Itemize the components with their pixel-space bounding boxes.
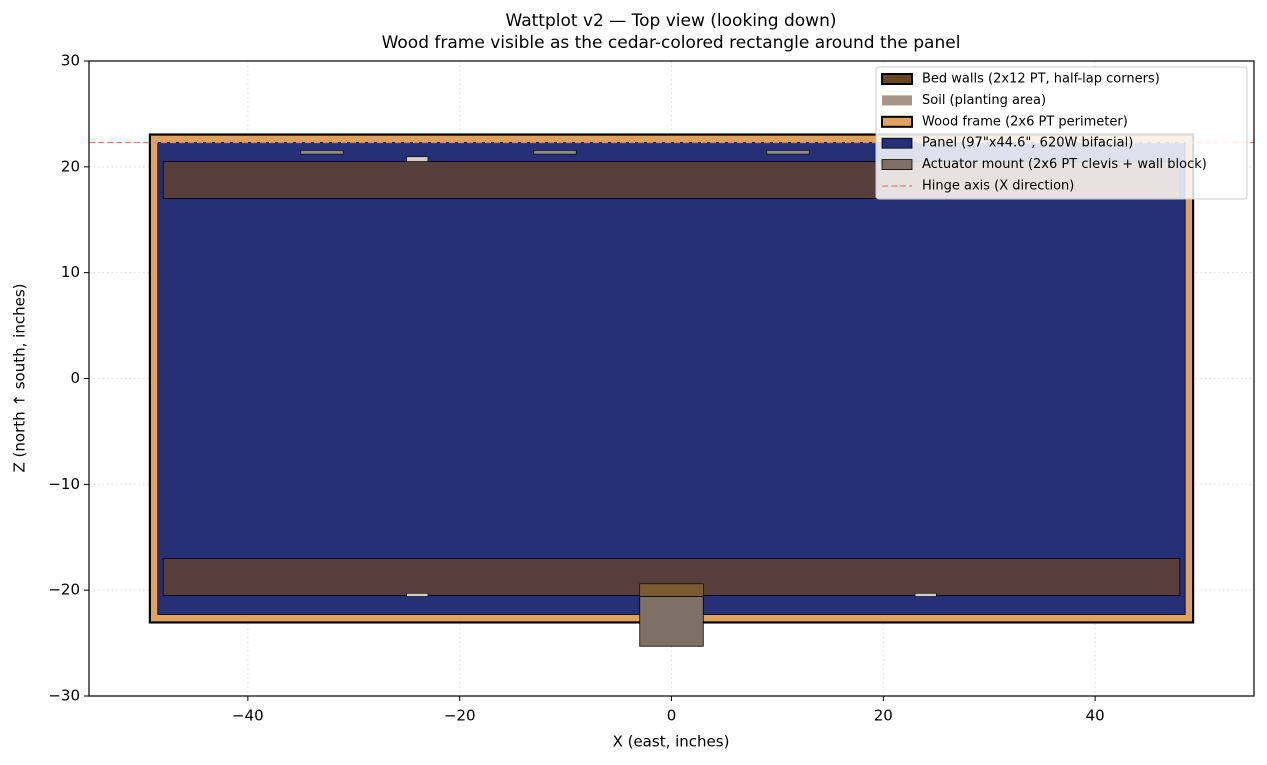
legend-swatch <box>881 73 913 85</box>
part <box>639 583 704 597</box>
y-tick-label: 20 <box>61 157 80 175</box>
part <box>766 150 810 155</box>
legend-swatch <box>881 115 913 128</box>
legend-label: Wood frame (2x6 PT perimeter) <box>922 114 1128 129</box>
x-tick-label: 20 <box>874 707 893 725</box>
rect-mark <box>639 596 704 647</box>
legend-swatch <box>881 137 913 149</box>
legend: Bed walls (2x12 PT, half-lap corners) Soi… <box>875 66 1248 200</box>
x-tick-label: −40 <box>232 707 264 725</box>
part <box>406 593 429 597</box>
chart-title: Wattplot v2 — Top view (looking down) <box>506 11 837 31</box>
part <box>406 156 429 162</box>
legend-swatch <box>881 159 913 171</box>
legend-label: Soil (planting area) <box>922 93 1046 108</box>
plot-frame <box>88 60 1255 697</box>
y-tick-label: 10 <box>61 263 80 281</box>
rect-mark <box>157 142 1186 615</box>
legend-box <box>875 66 1248 200</box>
x-axis-label: X (east, inches) <box>613 733 730 751</box>
part <box>914 593 937 597</box>
x-tick-label: 0 <box>667 707 677 725</box>
legend-label: Actuator mount (2x6 PT clevis + wall blo… <box>922 157 1207 172</box>
legend-label: Hinge axis (X direction) <box>922 179 1074 194</box>
part <box>300 150 344 155</box>
y-tick-label: −20 <box>48 581 80 599</box>
legend-label: Bed walls (2x12 PT, half-lap corners) <box>922 72 1160 87</box>
legend-swatch <box>882 95 912 106</box>
x-tick-label: −20 <box>444 707 476 725</box>
y-axis-label: Z (north ↑ south, inches) <box>11 284 29 473</box>
chart-subtitle: Wood frame visible as the cedar-colored … <box>382 33 961 53</box>
y-tick-label: −30 <box>48 687 80 705</box>
y-tick-label: 0 <box>70 369 80 387</box>
legend-label: Panel (97"x44.6", 620W bifacial) <box>922 136 1133 151</box>
x-tick-label: 40 <box>1086 707 1105 725</box>
part <box>533 150 577 155</box>
y-tick-label: 30 <box>61 52 80 70</box>
y-tick-label: −10 <box>48 475 80 493</box>
